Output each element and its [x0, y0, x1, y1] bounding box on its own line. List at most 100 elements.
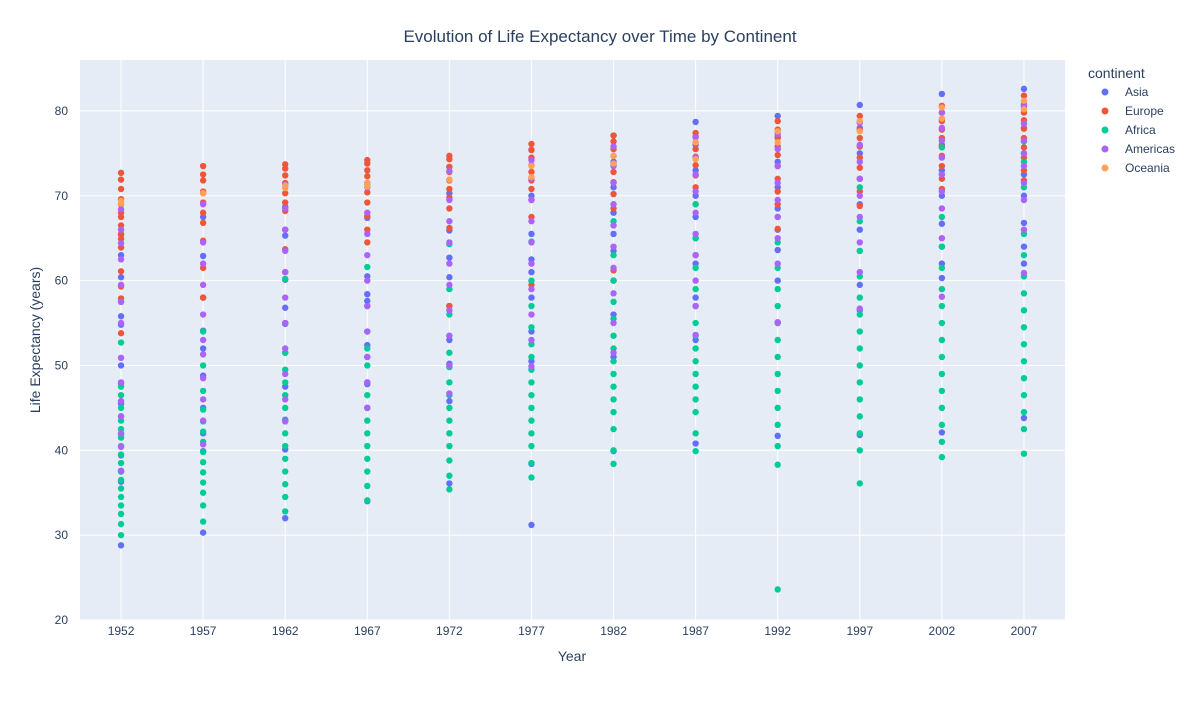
data-point-europe: [1020, 144, 1028, 151]
x-tick-label: 1977: [518, 624, 545, 638]
data-point-europe: [528, 140, 535, 148]
data-point-europe: [282, 199, 289, 206]
legend-marker-europe: [1101, 107, 1109, 115]
data-point-americas: [938, 293, 946, 300]
data-point-oceania: [692, 139, 699, 146]
data-point-americas: [610, 143, 617, 150]
data-point-africa: [282, 275, 289, 283]
data-point-americas: [117, 467, 125, 474]
data-point-americas: [364, 251, 371, 259]
data-point-asia: [692, 294, 699, 301]
data-point-africa: [774, 302, 781, 310]
data-point-asia: [117, 362, 125, 369]
data-point-americas: [1020, 179, 1028, 187]
data-point-europe: [199, 162, 207, 170]
data-point-africa: [1020, 450, 1028, 457]
data-point-africa: [692, 396, 699, 403]
legend-item-oceania[interactable]: Oceania: [1101, 161, 1171, 175]
data-point-africa: [938, 285, 946, 293]
data-point-africa: [856, 247, 863, 255]
data-point-africa: [528, 302, 535, 310]
data-point-africa: [692, 358, 699, 365]
data-point-americas: [610, 243, 617, 250]
data-point-africa: [117, 459, 125, 467]
data-point-oceania: [528, 173, 535, 181]
data-point-asia: [117, 274, 125, 281]
data-point-americas: [446, 390, 453, 397]
data-point-africa: [282, 481, 289, 488]
data-point-africa: [1020, 408, 1028, 416]
data-point-africa: [610, 447, 617, 454]
legend-label-asia: Asia: [1125, 85, 1149, 99]
data-point-africa: [528, 353, 535, 361]
data-point-europe: [199, 294, 207, 301]
data-point-africa: [610, 396, 617, 403]
data-point-asia: [282, 304, 289, 311]
data-point-europe: [364, 199, 371, 206]
data-point-africa: [117, 510, 125, 518]
data-point-africa: [938, 453, 946, 461]
data-point-africa: [117, 485, 125, 492]
data-point-africa: [610, 332, 617, 339]
data-point-asia: [692, 440, 699, 447]
data-point-africa: [856, 328, 863, 335]
data-point-americas: [199, 374, 207, 382]
data-point-africa: [938, 144, 946, 151]
data-point-americas: [364, 353, 371, 361]
data-point-americas: [446, 260, 453, 267]
data-point-europe: [117, 176, 125, 183]
data-point-americas: [774, 179, 781, 187]
legend-item-europe[interactable]: Europe: [1101, 104, 1165, 118]
data-point-africa: [938, 319, 946, 327]
data-point-africa: [117, 502, 125, 509]
data-point-americas: [1020, 226, 1028, 233]
data-point-americas: [774, 260, 781, 267]
data-point-africa: [282, 430, 289, 437]
legend-item-africa[interactable]: Africa: [1101, 123, 1157, 137]
data-point-americas: [528, 285, 535, 293]
data-point-americas: [364, 328, 371, 335]
data-point-americas: [938, 205, 946, 212]
data-point-asia: [528, 294, 535, 301]
data-point-africa: [528, 404, 535, 412]
data-point-europe: [528, 185, 535, 193]
x-tick-label: 1987: [682, 624, 709, 638]
data-point-americas: [610, 264, 617, 272]
data-point-africa: [1020, 358, 1028, 365]
legend-item-asia[interactable]: Asia: [1101, 85, 1149, 99]
data-point-americas: [199, 311, 207, 318]
data-point-africa: [528, 430, 535, 437]
data-point-africa: [199, 387, 207, 395]
x-tick-label: 1982: [600, 624, 627, 638]
x-tick-label: 1997: [846, 624, 873, 638]
data-point-africa: [446, 379, 453, 386]
data-point-africa: [199, 458, 207, 466]
legend-label-oceania: Oceania: [1125, 161, 1170, 175]
data-point-oceania: [938, 104, 946, 111]
data-point-africa: [938, 370, 946, 378]
data-point-africa: [528, 379, 535, 386]
data-point-americas: [446, 362, 453, 369]
data-point-africa: [199, 469, 207, 476]
data-point-americas: [610, 349, 617, 356]
data-point-africa: [282, 442, 289, 450]
data-point-americas: [446, 239, 453, 246]
data-point-africa: [446, 457, 453, 464]
data-point-oceania: [856, 117, 863, 125]
data-point-africa: [938, 404, 946, 412]
data-point-americas: [692, 134, 699, 141]
data-point-americas: [774, 318, 781, 326]
x-axis-ticks: 1952 1957 1962 1967 1972 1977 1982 1987 1992 1997…: [108, 624, 1038, 638]
data-point-africa: [938, 243, 946, 250]
data-point-africa: [117, 339, 125, 346]
data-point-americas: [938, 234, 946, 242]
legend-item-americas[interactable]: Americas: [1101, 142, 1176, 156]
data-point-asia: [938, 429, 946, 436]
data-point-americas: [774, 234, 781, 242]
data-point-asia: [938, 90, 946, 98]
y-tick-label: 40: [55, 443, 69, 457]
data-point-asia: [774, 277, 781, 284]
data-point-africa: [692, 264, 699, 272]
data-point-americas: [364, 277, 371, 284]
data-point-americas: [528, 239, 535, 246]
